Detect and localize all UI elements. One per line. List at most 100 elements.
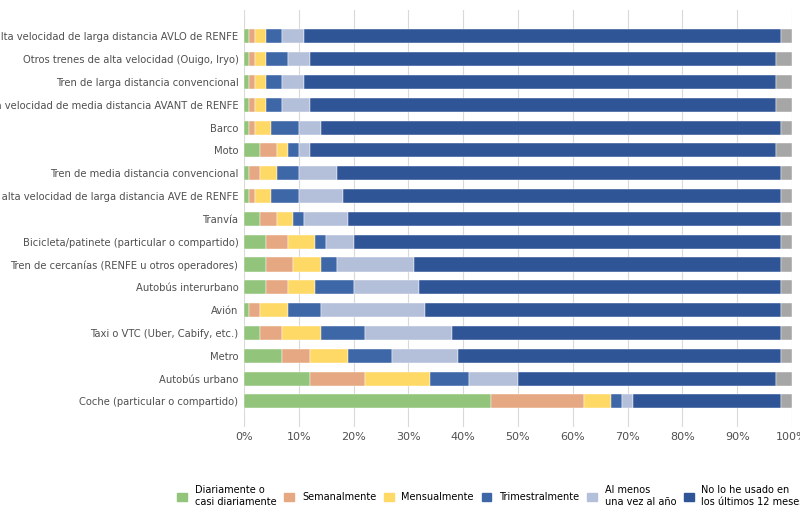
Bar [266, 98, 282, 112]
Bar [425, 303, 781, 317]
Bar [321, 121, 781, 135]
Bar [244, 258, 266, 271]
Bar [365, 371, 430, 386]
Bar [244, 143, 261, 158]
Bar [775, 75, 792, 89]
Bar [337, 166, 781, 180]
Bar [348, 212, 781, 226]
Bar [250, 166, 261, 180]
Bar [288, 52, 310, 66]
Bar [271, 121, 298, 135]
Bar [244, 394, 490, 408]
Bar [250, 303, 261, 317]
Bar [250, 121, 255, 135]
Bar [255, 98, 266, 112]
Bar [354, 235, 781, 249]
Bar [321, 326, 365, 340]
Bar [310, 349, 348, 363]
Bar [266, 75, 282, 89]
Bar [266, 280, 288, 295]
Bar [244, 166, 250, 180]
Bar [244, 212, 261, 226]
Bar [244, 29, 250, 43]
Bar [250, 189, 255, 203]
Bar [299, 143, 310, 158]
Bar [250, 29, 255, 43]
Bar [365, 326, 452, 340]
Bar [775, 371, 792, 386]
Bar [282, 98, 310, 112]
Bar [244, 371, 310, 386]
Bar [633, 394, 781, 408]
Bar [315, 280, 354, 295]
Bar [294, 258, 321, 271]
Bar [282, 29, 304, 43]
Bar [250, 75, 255, 89]
Bar [299, 166, 337, 180]
Bar [277, 212, 294, 226]
Bar [781, 189, 792, 203]
Bar [255, 121, 271, 135]
Bar [250, 52, 255, 66]
Bar [266, 258, 294, 271]
Bar [781, 121, 792, 135]
Bar [304, 212, 348, 226]
Bar [304, 75, 775, 89]
Bar [781, 280, 792, 295]
Bar [261, 143, 277, 158]
Bar [469, 371, 518, 386]
Bar [288, 235, 315, 249]
Bar [518, 371, 775, 386]
Bar [244, 98, 250, 112]
Bar [584, 394, 611, 408]
Bar [244, 326, 261, 340]
Bar [775, 98, 792, 112]
Bar [430, 371, 469, 386]
Bar [310, 371, 365, 386]
Bar [781, 258, 792, 271]
Bar [261, 166, 277, 180]
Bar [271, 189, 298, 203]
Bar [310, 98, 775, 112]
Bar [244, 349, 282, 363]
Bar [294, 212, 304, 226]
Bar [321, 303, 425, 317]
Bar [244, 235, 266, 249]
Bar [337, 258, 414, 271]
Bar [244, 121, 250, 135]
Bar [781, 394, 792, 408]
Bar [277, 166, 299, 180]
Bar [261, 212, 277, 226]
Bar [315, 235, 326, 249]
Bar [611, 394, 622, 408]
Bar [299, 121, 321, 135]
Bar [255, 52, 266, 66]
Bar [622, 394, 633, 408]
Bar [781, 29, 792, 43]
Bar [419, 280, 781, 295]
Bar [781, 303, 792, 317]
Bar [781, 349, 792, 363]
Bar [490, 394, 584, 408]
Bar [458, 349, 781, 363]
Bar [321, 258, 337, 271]
Bar [277, 143, 288, 158]
Bar [304, 29, 781, 43]
Bar [342, 189, 781, 203]
Bar [781, 235, 792, 249]
Bar [250, 98, 255, 112]
Bar [781, 212, 792, 226]
Bar [354, 280, 419, 295]
Bar [452, 326, 781, 340]
Bar [288, 280, 315, 295]
Bar [414, 258, 781, 271]
Bar [781, 326, 792, 340]
Bar [348, 349, 392, 363]
Bar [261, 303, 288, 317]
Bar [255, 189, 271, 203]
Bar [299, 189, 342, 203]
Bar [266, 52, 288, 66]
Bar [282, 326, 321, 340]
Bar [326, 235, 354, 249]
Bar [255, 75, 266, 89]
